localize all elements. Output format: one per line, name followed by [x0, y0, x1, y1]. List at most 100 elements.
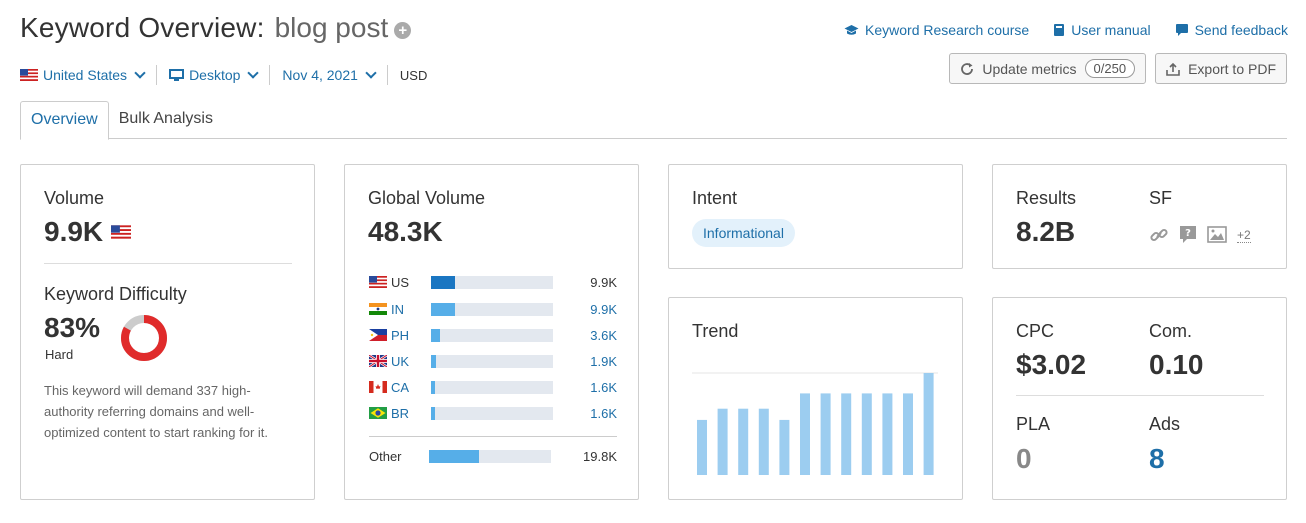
user-manual-label: User manual	[1071, 22, 1151, 38]
country-code: US	[391, 274, 410, 290]
update-metrics-label: Update metrics	[982, 60, 1077, 77]
intent-label: Intent	[692, 188, 738, 208]
country-row-uk[interactable]: UK 1.9K	[369, 352, 617, 370]
divider	[386, 65, 388, 85]
country-code: IN	[391, 301, 404, 317]
kd-level: Hard	[45, 347, 74, 362]
trend-bar[interactable]	[903, 393, 913, 475]
trend-bar[interactable]	[923, 373, 934, 475]
country-label: United States	[43, 67, 128, 83]
country-bar-track	[431, 275, 553, 289]
user-manual-link[interactable]: User manual	[1053, 22, 1151, 38]
country-row-us[interactable]: US 9.9K	[369, 273, 617, 291]
pla-label: PLA	[1016, 414, 1051, 434]
global-volume-label: Global Volume	[368, 188, 486, 208]
trend-bar[interactable]	[882, 393, 893, 475]
global-volume-value: 48.3K	[368, 216, 443, 247]
sf-label: SF	[1149, 188, 1173, 208]
trend-bar[interactable]	[697, 419, 707, 475]
image-pack-icon[interactable]	[1207, 226, 1227, 244]
cpc-card: CPC $3.02 Com. 0.10 PLA 0 Ads 8	[992, 297, 1287, 500]
trend-bar[interactable]	[758, 408, 769, 475]
add-keyword-icon[interactable]: +	[394, 21, 412, 39]
link-icon[interactable]	[1149, 225, 1169, 245]
competition-label: Com.	[1149, 321, 1193, 341]
country-bar-track	[431, 380, 553, 394]
trend-bar[interactable]	[717, 408, 728, 475]
other-volume: 19.8K	[583, 448, 617, 464]
country-volume: 9.9K	[590, 301, 617, 317]
divider	[269, 65, 271, 85]
trend-label: Trend	[692, 321, 739, 341]
send-feedback-link[interactable]: Send feedback	[1175, 22, 1288, 38]
country-bar-fill	[431, 328, 440, 342]
canada-flag-icon	[369, 381, 387, 393]
filter-bar: United States Desktop Nov 4, 2021 USD	[20, 64, 427, 86]
date-label: Nov 4, 2021	[282, 67, 358, 83]
chevron-down-icon	[365, 67, 377, 79]
graduation-cap-icon	[844, 24, 859, 35]
trend-bar[interactable]	[738, 408, 749, 475]
trend-bar[interactable]	[841, 393, 852, 475]
faq-icon[interactable]: ?	[1179, 225, 1197, 245]
brazil-flag-icon	[369, 407, 387, 419]
send-feedback-label: Send feedback	[1194, 22, 1288, 38]
tab-bar: Overview Bulk Analysis	[20, 101, 223, 140]
trend-chart	[692, 372, 938, 475]
country-volume: 1.9K	[590, 353, 617, 369]
device-select[interactable]: Desktop	[169, 67, 269, 83]
kd-label: Keyword Difficulty	[44, 284, 187, 304]
us-flag-icon	[20, 69, 38, 81]
country-row-ph[interactable]: PH 3.6K	[369, 326, 617, 344]
upload-icon	[1166, 62, 1180, 76]
country-code: BR	[391, 405, 410, 421]
country-bar-track	[431, 302, 553, 316]
page-title-row: Keyword Overview: blog post +	[20, 12, 412, 44]
trend-card: Trend	[668, 297, 963, 500]
kd-value: 83%	[44, 312, 101, 343]
country-row-ca[interactable]: CA 1.6K	[369, 378, 617, 396]
serp-features: ? +2	[1149, 225, 1251, 245]
trend-bar[interactable]	[800, 393, 810, 475]
country-bar-fill	[431, 275, 456, 289]
tab-divider	[20, 138, 1287, 139]
kd-donut-arc	[121, 315, 167, 361]
export-pdf-button[interactable]: Export to PDF	[1155, 53, 1287, 84]
country-bar-fill	[431, 406, 435, 420]
country-select[interactable]: United States	[20, 67, 156, 83]
trend-bar[interactable]	[861, 393, 872, 475]
country-bar-track	[431, 354, 553, 368]
trend-bar[interactable]	[820, 393, 831, 475]
country-row-br[interactable]: BR 1.6K	[369, 404, 617, 422]
cpc-label: CPC	[1016, 321, 1055, 341]
date-select[interactable]: Nov 4, 2021	[282, 67, 387, 83]
keyword-course-label: Keyword Research course	[865, 22, 1030, 38]
chat-bubble-icon	[1175, 24, 1188, 36]
update-metrics-button[interactable]: Update metrics 0/250	[949, 53, 1147, 84]
country-bar-fill	[431, 354, 436, 368]
tab-overview[interactable]: Overview	[20, 101, 109, 140]
keyword-course-link[interactable]: Keyword Research course	[844, 22, 1029, 38]
desktop-icon	[169, 68, 185, 81]
sf-more-link[interactable]: +2	[1237, 227, 1251, 243]
tab-bulk-analysis[interactable]: Bulk Analysis	[118, 110, 213, 127]
country-code: PH	[391, 327, 410, 343]
ads-value[interactable]: 8	[1149, 443, 1165, 474]
country-bar-fill	[431, 380, 435, 394]
results-value: 8.2B	[1016, 216, 1076, 247]
cpc-value: $3.02	[1016, 349, 1087, 380]
country-bar-track	[431, 328, 553, 342]
india-flag-icon	[369, 303, 387, 315]
currency-label: USD	[399, 67, 428, 83]
trend-bar[interactable]	[779, 419, 790, 475]
country-row-in[interactable]: IN 9.9K	[369, 300, 617, 318]
intent-card: Intent Informational	[668, 164, 963, 269]
competition-value: 0.10	[1149, 349, 1204, 380]
refresh-icon	[961, 62, 974, 75]
divider	[369, 436, 617, 437]
country-bar-track	[429, 449, 551, 463]
divider	[44, 263, 292, 264]
volume-card: Volume 9.9K Keyword Difficulty 83% Hard …	[20, 164, 315, 500]
divider	[156, 65, 158, 85]
results-label: Results	[1016, 188, 1077, 208]
